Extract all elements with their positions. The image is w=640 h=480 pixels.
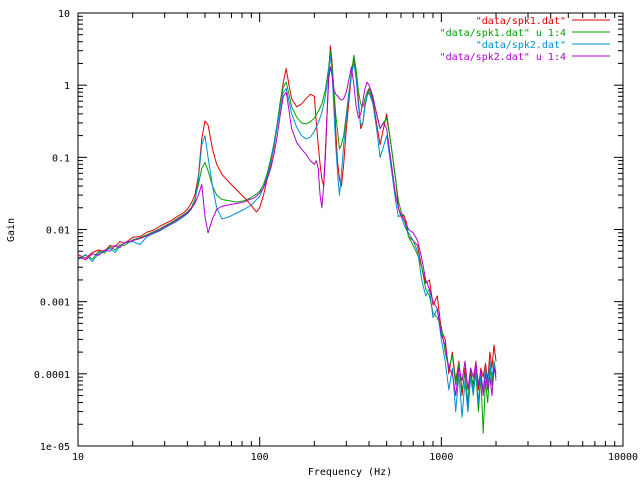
- x-tick-label: 10: [72, 452, 84, 463]
- legend-label-3: "data/spk2.dat": [476, 40, 566, 51]
- legend-label-4: "data/spk2.dat" u 1:4: [440, 52, 566, 63]
- series-layer: [77, 45, 497, 434]
- series-line-2: [77, 50, 497, 434]
- y-tick-label: 0.01: [46, 226, 70, 237]
- y-tick-label: 0.001: [40, 298, 70, 309]
- y-tick-label: 10: [58, 9, 70, 20]
- x-tick-label: 1000: [429, 452, 453, 463]
- y-tick-label: 1e-05: [40, 442, 70, 453]
- series-line-3: [77, 55, 497, 418]
- series-line-1: [77, 45, 497, 413]
- series-line-4: [77, 66, 497, 397]
- x-tick-label: 100: [251, 452, 269, 463]
- legend-label-1: "data/spk1.dat": [476, 16, 566, 27]
- y-tick-label: 0.0001: [34, 370, 70, 381]
- x-axis-title: Frequency (Hz): [308, 467, 392, 478]
- axis-ticks: 10 100 1000 10000 1e-05 0.0001 0.001 0.01 0.1 1 10: [34, 9, 638, 463]
- x-tick-label: 10000: [608, 452, 638, 463]
- y-tick-label: 1: [64, 81, 70, 92]
- y-tick-label: 0.1: [52, 153, 70, 164]
- legend-label-2: "data/spk1.dat" u 1:4: [440, 28, 566, 39]
- y-axis-title: Gain: [6, 218, 17, 242]
- legend: "data/spk1.dat""data/spk1.dat" u 1:4"dat…: [440, 16, 610, 63]
